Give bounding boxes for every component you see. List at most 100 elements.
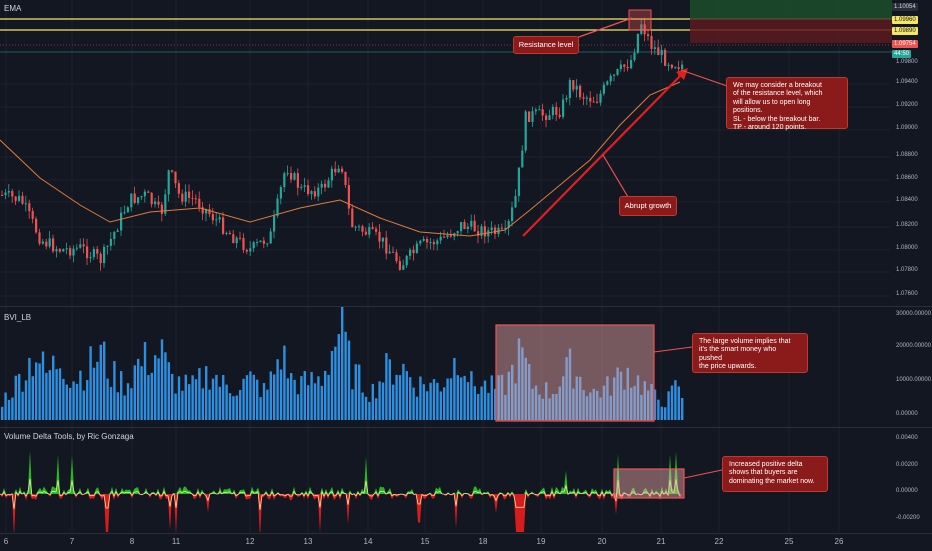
candle-body xyxy=(31,211,34,219)
bvi-bar xyxy=(633,385,636,420)
candle-body xyxy=(575,85,578,90)
bvi-bar xyxy=(358,364,361,420)
ema-indicator-label[interactable]: EMA xyxy=(4,4,22,13)
panel-separator[interactable] xyxy=(0,427,932,428)
bvi-bar xyxy=(636,375,640,420)
positive-delta-note[interactable]: Increased positive delta shows that buye… xyxy=(722,456,828,492)
bvi-volume-chart[interactable] xyxy=(0,307,932,427)
abrupt-growth-note[interactable]: Abrupt growth xyxy=(619,196,677,216)
candlestick-chart[interactable] xyxy=(0,0,932,306)
bvi-bar xyxy=(606,376,609,420)
candle-body xyxy=(657,47,660,56)
breakout-note[interactable]: We may consider a breakout of the resist… xyxy=(726,77,848,131)
price-tick: 1.07800 xyxy=(896,267,918,273)
candle-body xyxy=(96,249,99,254)
bvi-bar xyxy=(194,379,198,420)
bvi-bar xyxy=(385,353,388,420)
bvi-bar xyxy=(82,390,85,420)
bvi-bar xyxy=(582,389,585,420)
bvi-bar xyxy=(623,389,626,420)
bvi-bar xyxy=(245,375,249,420)
bvi-bar xyxy=(96,361,99,420)
candle-body xyxy=(494,227,497,235)
candle-body xyxy=(660,49,663,56)
ema-line xyxy=(0,81,681,237)
time-axis[interactable]: 6 7 8 11 12 13 14 15 18 19 20 21 22 25 26 xyxy=(0,533,932,551)
bvi-bar xyxy=(579,376,582,420)
take-profit-zone xyxy=(690,0,892,19)
delta-indicator-label[interactable]: Volume Delta Tools, by Ric Gonzaga xyxy=(4,432,134,441)
bvi-bar xyxy=(361,392,364,420)
bvi-bar xyxy=(35,362,38,420)
bvi-bar xyxy=(545,382,548,420)
candle-body xyxy=(35,218,38,233)
candle-body xyxy=(11,191,14,197)
large-volume-note[interactable]: The large volume implies that it's the s… xyxy=(692,333,808,373)
bvi-bar xyxy=(269,371,272,420)
price-panel[interactable]: EMA xyxy=(0,0,932,306)
bvi-bar xyxy=(69,387,72,420)
volume-delta-chart[interactable] xyxy=(0,428,932,532)
delta-signal-line xyxy=(0,478,681,510)
bvi-panel[interactable]: BVI_LB xyxy=(0,307,932,427)
candle-body xyxy=(266,243,269,245)
time-tick: 20 xyxy=(597,537,607,546)
candle-body xyxy=(106,245,109,247)
bvi-bar xyxy=(256,379,259,420)
bvi-bar xyxy=(392,384,395,420)
bvi-bar xyxy=(307,385,310,420)
candle-body xyxy=(402,265,405,270)
bvi-bar xyxy=(259,397,262,420)
candle-body xyxy=(21,195,24,204)
delta-panel[interactable]: Volume Delta Tools, by Ric Gonzaga xyxy=(0,428,932,532)
candle-body xyxy=(626,66,629,69)
bvi-bar xyxy=(120,371,123,420)
bvi-bar xyxy=(674,380,677,420)
candle-body xyxy=(324,183,327,188)
time-tick: 15 xyxy=(420,537,430,546)
candle-body xyxy=(572,80,575,90)
price-tick: 1.08200 xyxy=(896,222,918,228)
bvi-bar xyxy=(239,390,242,420)
bvi-bar xyxy=(106,378,109,420)
bvi-bar xyxy=(31,376,34,420)
bvi-bar xyxy=(463,375,466,420)
candle-body xyxy=(310,191,313,195)
bvi-bar xyxy=(619,371,623,420)
bvi-bar xyxy=(126,383,130,420)
bvi-bar xyxy=(507,371,510,420)
bvi-bar xyxy=(477,393,480,420)
candle-body xyxy=(177,183,180,194)
candle-body xyxy=(41,241,44,244)
candle-body xyxy=(490,227,493,231)
candle-body xyxy=(137,197,140,203)
bvi-bar xyxy=(643,381,646,420)
candle-body xyxy=(463,221,466,229)
bvi-bar xyxy=(609,395,612,420)
bvi-bar xyxy=(303,371,306,420)
candle-body xyxy=(327,180,330,188)
candle-body xyxy=(140,196,143,198)
bvi-bar xyxy=(487,392,490,420)
bvi-bar xyxy=(405,371,408,420)
bvi-bar xyxy=(653,389,657,420)
panel-separator[interactable] xyxy=(0,306,932,307)
price-tick: 1.09200 xyxy=(896,102,918,108)
candle-body xyxy=(405,255,408,266)
bvi-bar xyxy=(109,387,113,420)
candle-body xyxy=(79,244,82,248)
bvi-bar xyxy=(402,363,405,420)
price-tick: 1.09800 xyxy=(896,59,918,65)
abrupt-pointer xyxy=(602,154,629,198)
bvi-indicator-label[interactable]: BVI_LB xyxy=(4,313,32,322)
delta-highlight-box xyxy=(613,468,685,499)
candle-body xyxy=(143,191,146,197)
bvi-bar xyxy=(52,355,55,420)
candle-body xyxy=(334,168,337,173)
candle-body xyxy=(640,24,643,34)
candle-body xyxy=(555,106,558,115)
bvi-bar xyxy=(293,379,296,420)
candle-body xyxy=(160,204,163,214)
candle-body xyxy=(606,81,609,85)
resistance-level-note[interactable]: Resistance level xyxy=(513,36,579,54)
